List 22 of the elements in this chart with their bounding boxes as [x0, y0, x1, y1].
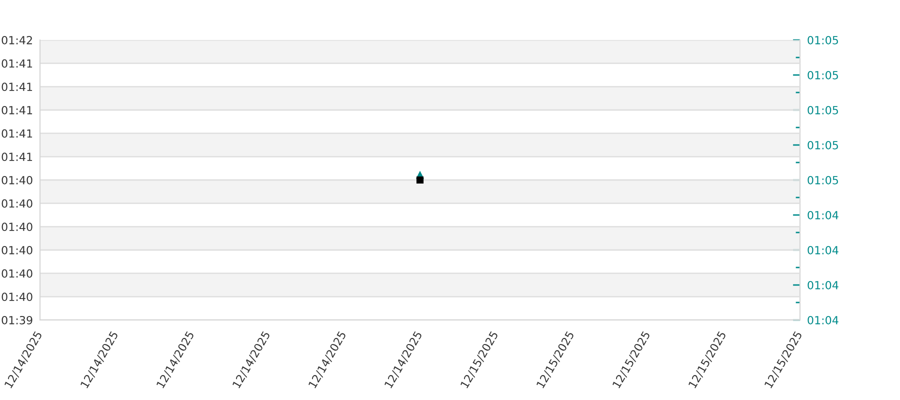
y2-tick-label: 01:05	[808, 36, 838, 44]
y2-tick-label: 01:05	[808, 70, 838, 80]
y2-tick-label: 01:05	[808, 140, 838, 150]
y-tick-label: 01:41	[2, 82, 32, 92]
y2-tick-label: 01:05	[808, 176, 838, 184]
y-tick-label: 01:41	[2, 106, 32, 114]
y-tick-label: 01:41	[2, 152, 32, 162]
y-tick-label: 01:40	[2, 199, 32, 208]
y2-tick-label: 01:05	[808, 106, 838, 114]
y-tick-label: 01:42	[2, 36, 32, 44]
y-tick-label: 01:40	[2, 292, 32, 302]
y-tick-label: 01:40	[2, 269, 32, 278]
y2-tick-label: 01:04	[808, 316, 838, 324]
y-tick-label: 01:41	[2, 129, 32, 138]
y-tick-label: 01:40	[2, 246, 32, 254]
y2-tick-label: 01:04	[808, 246, 838, 254]
y-tick-label: 01:40	[2, 222, 32, 232]
y2-tick-label: 01:04	[808, 280, 838, 290]
y-tick-label: 01:39	[2, 316, 32, 324]
y-tick-label: 01:41	[2, 59, 32, 68]
y-tick-label: 01:40	[2, 176, 32, 184]
y2-tick-label: 01:04	[808, 210, 838, 220]
